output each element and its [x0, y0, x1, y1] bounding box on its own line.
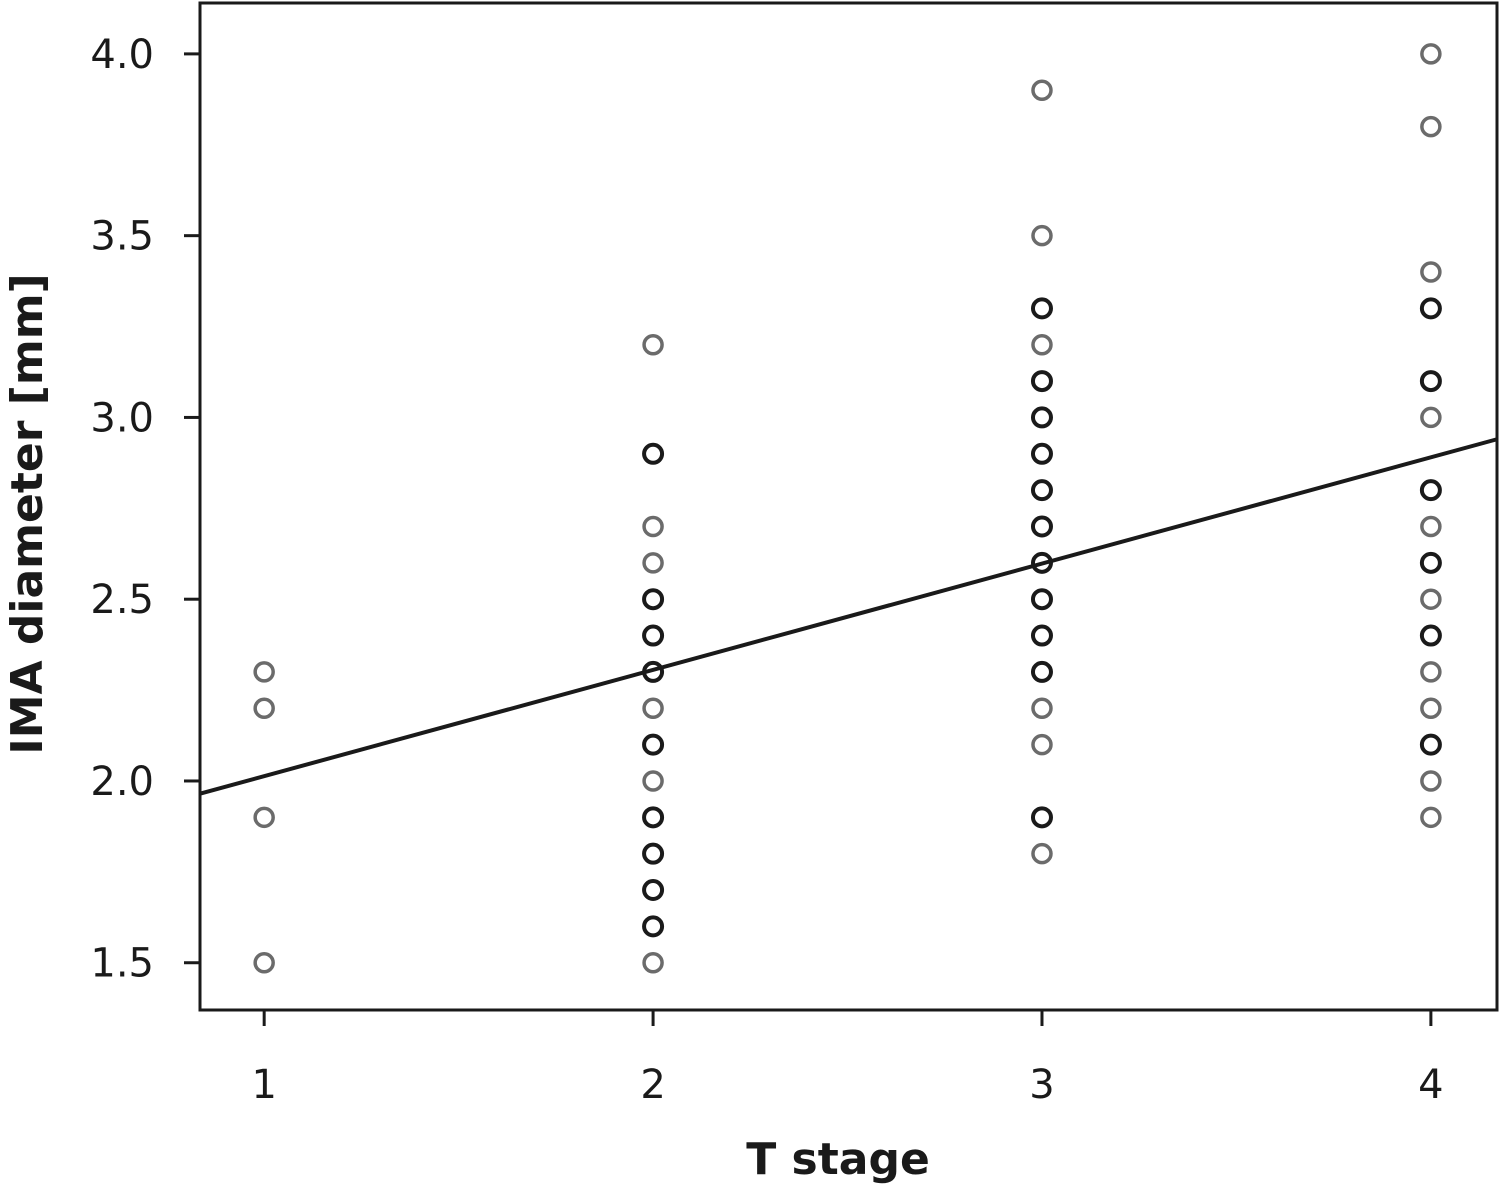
x-tick-label: 2	[640, 1062, 665, 1108]
y-axis-ticks: 1.5 2.0 2.5 3.0 3.5 4.0	[90, 32, 200, 987]
data-point	[1030, 406, 1053, 429]
data-point	[1031, 79, 1053, 101]
data-point	[642, 442, 665, 465]
data-point	[1419, 479, 1442, 502]
y-tick-label: 2.0	[90, 759, 154, 805]
data-point	[642, 624, 665, 647]
data-point	[642, 879, 665, 902]
y-tick-label: 4.0	[90, 32, 154, 78]
data-point	[642, 333, 664, 356]
data-points	[253, 43, 1442, 974]
data-point	[1420, 515, 1442, 538]
regression-line	[199, 437, 1498, 796]
data-point	[642, 806, 665, 829]
data-point	[1030, 297, 1053, 320]
data-point	[1420, 806, 1442, 829]
data-point	[1031, 333, 1053, 356]
data-point	[1031, 842, 1053, 865]
data-point	[1419, 551, 1442, 574]
data-point	[1030, 479, 1053, 502]
x-tick-label: 4	[1418, 1062, 1443, 1108]
data-point	[642, 588, 665, 611]
plot-frame	[198, 1, 1499, 1012]
data-point	[642, 660, 665, 683]
data-point	[642, 951, 664, 974]
x-axis-ticks: 1 2 3 4	[251, 1010, 1444, 1108]
data-point	[1420, 661, 1442, 683]
data-point	[1420, 115, 1442, 138]
data-point	[1030, 370, 1053, 393]
data-point	[1030, 551, 1053, 574]
x-tick-label: 3	[1029, 1062, 1054, 1108]
data-point	[1030, 806, 1053, 829]
y-tick-label: 3.5	[90, 214, 154, 260]
data-point	[253, 697, 275, 720]
y-axis-title: IMA diameter [mm]	[2, 273, 53, 754]
data-point	[642, 915, 665, 938]
data-point	[1420, 770, 1442, 792]
data-point	[1420, 261, 1442, 283]
data-point	[1419, 624, 1442, 647]
data-point	[1420, 697, 1442, 720]
data-point	[642, 733, 665, 756]
data-point	[1420, 43, 1442, 65]
data-point	[1030, 515, 1053, 538]
data-point	[642, 770, 664, 792]
data-point	[642, 552, 664, 574]
y-tick-label: 2.5	[90, 577, 154, 623]
data-point	[1419, 370, 1442, 393]
plot-frame-group	[198, 1, 1499, 1012]
data-point	[642, 697, 664, 720]
data-point	[1030, 624, 1053, 647]
data-point	[1030, 588, 1053, 611]
data-point	[642, 515, 664, 538]
data-point	[253, 661, 275, 683]
data-point	[1030, 442, 1053, 465]
data-point	[253, 806, 275, 829]
data-point	[1419, 733, 1442, 756]
fit-line-group	[199, 437, 1498, 796]
data-point	[1031, 224, 1053, 247]
data-point	[642, 842, 665, 865]
data-point	[253, 951, 275, 974]
data-point	[1030, 660, 1053, 683]
data-point	[1420, 406, 1442, 429]
data-point	[1031, 733, 1053, 756]
y-tick-label: 1.5	[90, 941, 154, 987]
data-point	[1031, 697, 1053, 720]
y-tick-label: 3.0	[90, 395, 154, 441]
x-axis-title: T stage	[746, 1134, 930, 1185]
data-point	[1420, 588, 1442, 610]
x-tick-label: 1	[251, 1062, 276, 1108]
data-point	[1419, 297, 1442, 320]
